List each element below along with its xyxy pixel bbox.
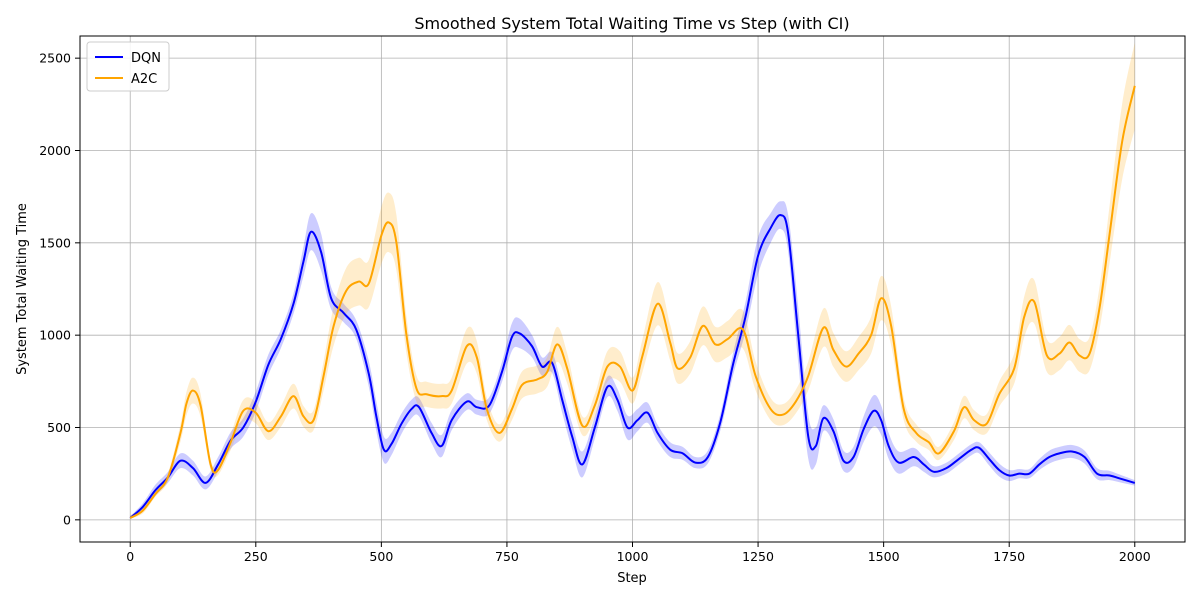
- x-tick-label: 0: [126, 549, 134, 564]
- series-line-dqn: [129, 214, 1136, 519]
- y-tick-label: 0: [63, 512, 71, 527]
- axis-ticks: 0 250 500 750 1000 1250 1500 1750 2000 0 500 1000 15…: [39, 51, 1151, 564]
- x-tick-label: 2000: [1119, 549, 1151, 564]
- y-tick-label: 500: [47, 420, 71, 435]
- x-tick-label: 500: [369, 549, 393, 564]
- legend-label-a2c: A2C: [131, 72, 157, 87]
- legend-label-dqn: DQN: [131, 51, 161, 66]
- x-tick-label: 750: [495, 549, 519, 564]
- series-lines: [129, 85, 1136, 519]
- x-tick-label: 1250: [742, 549, 774, 564]
- x-tick-label: 1500: [868, 549, 900, 564]
- y-axis-title: System Total Waiting Time: [15, 203, 30, 375]
- x-tick-label: 1000: [617, 549, 649, 564]
- y-tick-label: 2500: [39, 51, 71, 66]
- y-tick-label: 1500: [39, 235, 71, 250]
- y-tick-label: 2000: [39, 143, 71, 158]
- legend: DQN A2C: [86, 41, 170, 92]
- series-line-a2c: [129, 85, 1136, 519]
- y-tick-label: 1000: [39, 328, 71, 343]
- x-tick-label: 250: [244, 549, 268, 564]
- x-axis-title: Step: [617, 571, 647, 586]
- x-tick-label: 1750: [993, 549, 1025, 564]
- chart-title: Smoothed System Total Waiting Time vs St…: [414, 14, 849, 33]
